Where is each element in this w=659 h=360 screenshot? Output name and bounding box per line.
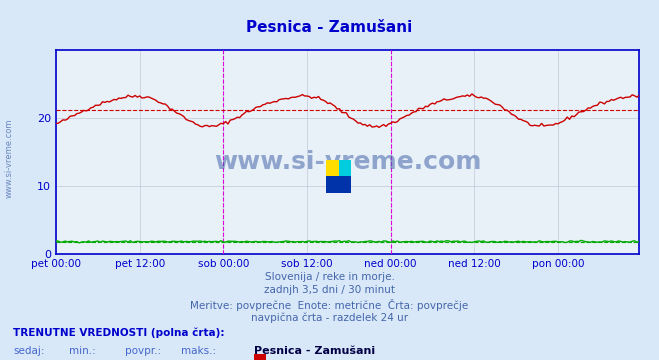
Text: www.si-vreme.com: www.si-vreme.com [214, 150, 481, 174]
Text: Meritve: povprečne  Enote: metrične  Črta: povprečje: Meritve: povprečne Enote: metrične Črta:… [190, 299, 469, 311]
Text: www.si-vreme.com: www.si-vreme.com [5, 119, 14, 198]
Bar [339, 160, 351, 176]
Text: povpr.:: povpr.: [125, 346, 161, 356]
Text: Pesnica - Zamušani: Pesnica - Zamušani [246, 20, 413, 35]
Text: Pesnica - Zamušani: Pesnica - Zamušani [254, 346, 375, 356]
Text: sedaj:: sedaj: [13, 346, 45, 356]
Text: maks.:: maks.: [181, 346, 216, 356]
Text: Slovenija / reke in morje.: Slovenija / reke in morje. [264, 272, 395, 282]
Bar [326, 160, 339, 176]
Bar [326, 176, 351, 193]
Text: min.:: min.: [69, 346, 96, 356]
Text: TRENUTNE VREDNOSTI (polna črta):: TRENUTNE VREDNOSTI (polna črta): [13, 328, 225, 338]
Text: zadnjh 3,5 dni / 30 minut: zadnjh 3,5 dni / 30 minut [264, 285, 395, 296]
Text: navpična črta - razdelek 24 ur: navpična črta - razdelek 24 ur [251, 313, 408, 323]
